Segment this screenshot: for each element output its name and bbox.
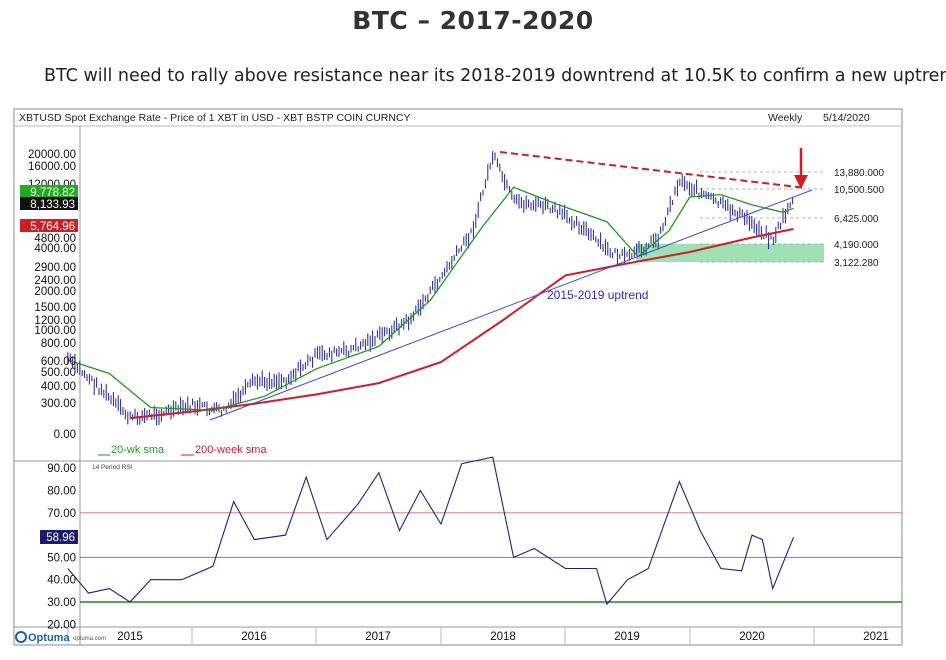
x-tick-label: 2021 [863,631,889,643]
chart-header-period: Weekly [768,112,803,124]
price-y-tick-label: 2400.00 [34,275,76,287]
arrow-down-icon [794,148,808,189]
price-y-tick-label: 20000.00 [28,149,76,161]
rsi-last-value-text: 58.96 [46,532,75,544]
x-tick-label: 2017 [365,631,391,643]
last-value-label: 8,133.93 [30,199,75,211]
level-label: 13,880.000 [834,168,884,179]
rsi-y-tick-label: 90.00 [47,463,76,475]
x-tick-label: 2016 [241,631,267,643]
price-y-tick-label: 16000.00 [28,161,76,173]
price-y-tick-label: 2000.00 [34,286,76,298]
price-y-tick-labels: 20000.0016000.0012000.004800.004000.0029… [28,149,76,441]
price-y-tick-label: 4000.00 [34,243,76,255]
price-y-tick-label: 1500.00 [34,302,76,314]
price-y-tick-label: 4800.00 [34,233,76,245]
price-bars [67,151,794,426]
price-y-tick-label: 800.00 [41,338,76,350]
slide-subtitle: BTC will need to rally above resistance … [44,66,946,86]
optuma-logo-icon [15,631,27,643]
sma20-line [67,186,794,412]
optuma-logo-text: Optuma [28,632,70,644]
uptrend-line [209,189,813,421]
legend: 20-wk sma 200-week sma [98,444,267,456]
legend-sma20-label: 20-wk sma [111,444,165,456]
x-axis: 2015 2016 2017 2018 2019 2020 2021 [67,627,889,645]
chart-frame [13,108,903,646]
legend-sma200-label: 200-week sma [195,444,267,456]
rsi-y-tick-label: 80.00 [47,486,76,498]
last-value-box [20,219,78,232]
level-label: 10,500.500 [834,185,884,196]
last-value-box [20,197,78,210]
x-tick-label: 2015 [117,631,143,643]
support-zone [636,244,824,262]
optuma-site-text: optuma.com [73,636,106,642]
last-value-label: 5,764.96 [30,221,75,233]
price-y-tick-label: 1000.00 [34,325,76,337]
rsi-last-value-box [40,530,78,544]
rsi-y-tick-label: 20.00 [47,619,76,631]
rsi-line [67,456,795,606]
rsi-last-value-label: 58.96 [40,530,78,544]
level-lines: 13,880.000 10,500.500 6,425.000 4,190.000 3,… [700,168,884,269]
chart-header-title: XBTUSD Spot Exchange Rate - Price of 1 X… [19,112,411,124]
optuma-logo: Optuma optuma.com [15,631,106,644]
price-y-tick-label: 300.00 [41,398,76,410]
price-y-tick-label: 600.00 [41,356,76,368]
price-y-tick-label: 500.00 [41,367,76,379]
price-y-tick-label: 1200.00 [34,315,76,327]
last-value-label: 9,778.82 [30,187,75,199]
rsi-reference-lines [80,512,902,603]
last-value-box [20,185,78,198]
rsi-y-tick-label: 50.00 [47,552,76,564]
chart-header-date: 5/14/2020 [823,112,870,124]
x-tick-label: 2019 [614,631,640,643]
rsi-y-tick-label: 70.00 [47,508,76,520]
x-tick-label: 2020 [739,631,765,643]
level-label: 4,190.000 [834,240,879,251]
rsi-y-tick-label: 40.00 [47,575,76,587]
uptrend-annotation: 2015-2019 uptrend [547,288,648,302]
x-tick-label: 2018 [490,631,516,643]
sma200-line [129,228,794,420]
level-label: 3,122.280 [834,258,879,269]
rsi-y-tick-label: 30.00 [47,597,76,609]
price-y-tick-label: 400.00 [41,381,76,393]
level-label: 6,425.000 [834,214,879,225]
downtrend-line [499,151,807,189]
price-y-tick-label: 0.00 [54,429,76,441]
last-value-labels: 9,778.828,133.93 5,764.96 [20,185,78,233]
price-y-tick-label: 2900.00 [34,262,76,274]
slide-title: BTC – 2017-2020 [352,6,594,35]
rsi-panel-title: 14 Period RSI [92,464,133,471]
